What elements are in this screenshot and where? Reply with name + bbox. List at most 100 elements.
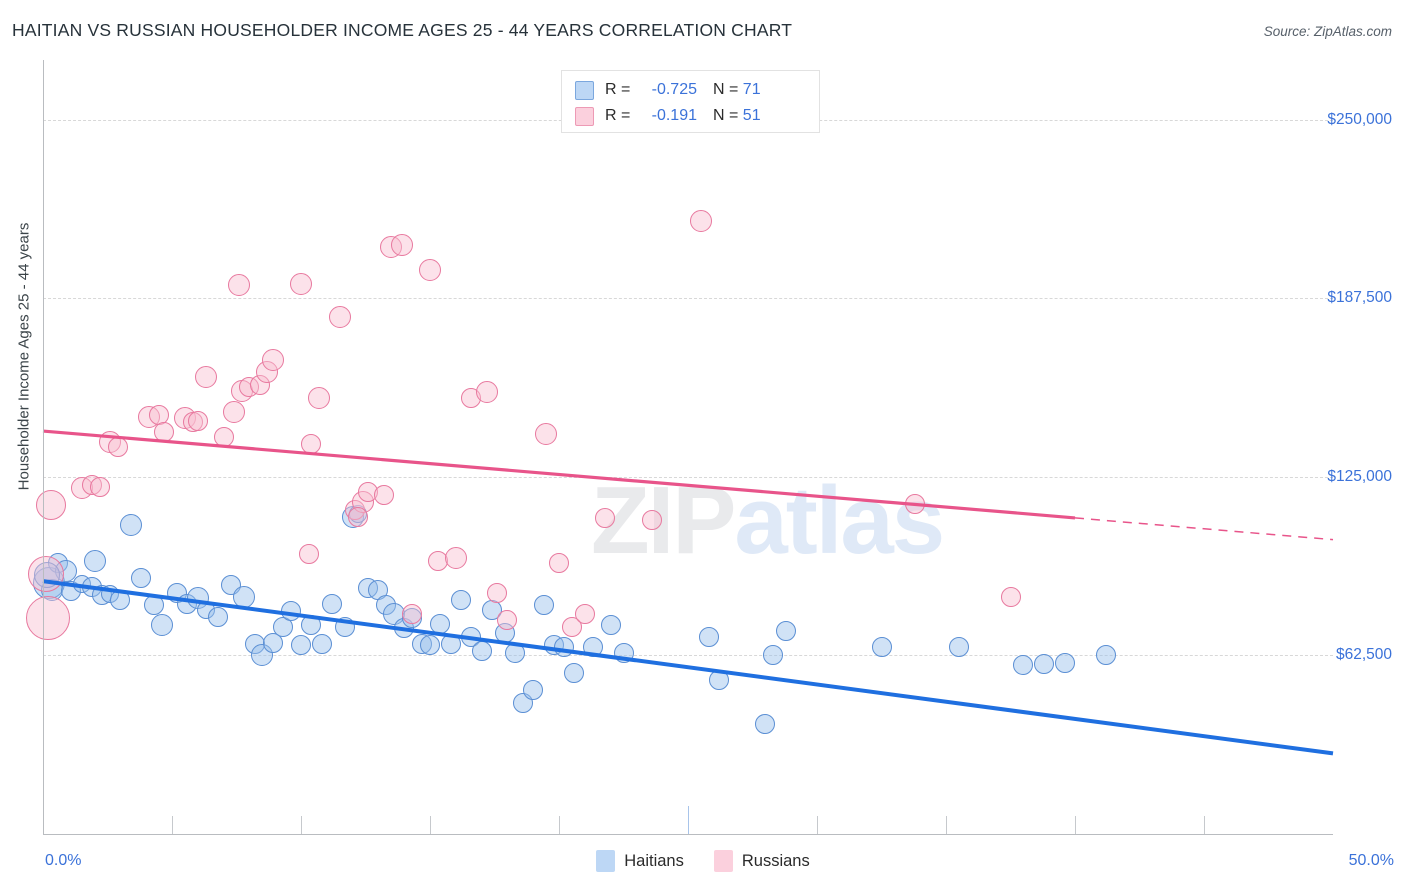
x-axis-tick [430,816,431,834]
series-legend: Haitians Russians [0,850,1406,872]
scatter-point-russians[interactable] [328,305,351,328]
scatter-point-russians[interactable] [595,508,616,529]
scatter-point-haitians[interactable] [321,593,342,614]
x-axis-tick [301,816,302,834]
scatter-point-russians[interactable] [308,387,331,410]
russians-r-value: -0.191 [651,107,697,124]
scatter-point-haitians[interactable] [83,550,106,573]
x-axis-tick [1075,816,1076,834]
scatter-point-russians[interactable] [373,485,394,506]
haitians-legend-label: Haitians [624,851,684,870]
haitians-n-label: N = [713,81,739,98]
scatter-point-russians[interactable] [27,555,64,592]
scatter-point-russians[interactable] [26,596,71,641]
russians-legend-swatch-icon [713,850,733,872]
scatter-point-haitians[interactable] [948,636,969,657]
scatter-point-russians[interactable] [444,547,467,570]
scatter-point-haitians[interactable] [755,713,776,734]
scatter-point-russians[interactable] [641,509,662,530]
haitians-n-value: 71 [742,81,761,98]
y-axis-tick-label: $125,000 [1327,467,1392,485]
scatter-point-russians[interactable] [475,381,498,404]
scatter-point-haitians[interactable] [1095,645,1116,666]
scatter-point-haitians[interactable] [208,606,229,627]
scatter-point-russians[interactable] [187,411,208,432]
x-axis-tick [817,816,818,834]
scatter-point-haitians[interactable] [698,626,719,647]
russians-legend-label: Russians [741,851,810,870]
scatter-point-russians[interactable] [1000,586,1021,607]
trend-line-russians-projection [1074,517,1334,541]
haitians-swatch-icon [575,80,594,100]
haitians-legend-swatch-icon [596,850,616,872]
scatter-point-russians[interactable] [89,476,110,497]
legend-item-haitians[interactable]: Haitians [596,850,684,872]
russians-swatch-icon [575,106,594,126]
scatter-point-haitians[interactable] [763,645,784,666]
source-attribution: Source: ZipAtlas.com [1263,24,1392,39]
scatter-point-haitians[interactable] [776,621,797,642]
scatter-point-haitians[interactable] [1013,655,1034,676]
russians-n-value: 51 [742,107,761,124]
scatter-point-russians[interactable] [290,272,312,295]
scatter-point-haitians[interactable] [450,589,471,610]
scatter-point-haitians[interactable] [119,514,142,537]
scatter-point-russians[interactable] [35,490,66,521]
scatter-point-russians[interactable] [298,543,319,564]
gridline [43,655,1333,657]
scatter-point-haitians[interactable] [564,662,585,683]
russians-r-label: R = [605,107,631,124]
scatter-point-russians[interactable] [689,209,712,232]
stat-row-russians: R = -0.191 N = 51 [575,103,809,129]
trend-lines [42,429,1334,756]
scatter-point-russians[interactable] [401,603,422,624]
scatter-point-haitians[interactable] [291,635,311,656]
correlation-stats-legend: R = -0.725 N = 71 R = -0.191 N = 51 [561,70,820,133]
x-axis-tick [559,816,560,834]
scatter-point-russians[interactable] [390,234,413,257]
scatter-point-haitians[interactable] [311,633,332,654]
scatter-point-haitians[interactable] [131,568,152,589]
scatter-point-russians[interactable] [222,401,245,424]
y-axis-line [43,60,44,835]
page-title: HAITIAN VS RUSSIAN HOUSEHOLDER INCOME AG… [12,20,793,40]
plot-area: ZIPatlas [26,60,1334,834]
scatter-point-russians[interactable] [347,506,368,527]
scatter-point-haitians[interactable] [262,632,283,653]
x-axis-min-label: 0.0% [45,852,82,869]
x-axis-max-label: 50.0% [1348,852,1394,869]
scatter-point-russians[interactable] [228,274,251,297]
scatter-point-russians[interactable] [561,616,582,637]
scatter-point-haitians[interactable] [150,614,173,637]
x-axis-tick [172,816,173,834]
haitians-r-label: R = [605,81,631,98]
y-axis-title: Householder Income Ages 25 - 44 years [15,222,33,491]
trend-line-russians [42,429,1076,520]
scatter-point-haitians[interactable] [1034,653,1055,674]
gridline [43,298,1333,300]
scatter-point-russians[interactable] [261,348,284,371]
stat-row-haitians: R = -0.725 N = 71 [575,77,809,103]
scatter-point-russians[interactable] [487,582,508,603]
scatter-point-russians[interactable] [549,552,569,573]
trend-line-haitians [42,579,1334,756]
scatter-point-haitians[interactable] [533,595,554,616]
y-axis-tick-label: $187,500 [1327,289,1392,307]
legend-item-russians[interactable]: Russians [713,850,810,872]
scatter-point-russians[interactable] [194,365,217,388]
scatter-point-haitians[interactable] [600,615,621,636]
scatter-point-russians[interactable] [419,258,441,281]
scatter-point-russians[interactable] [497,609,518,630]
gridline [43,476,1333,478]
scatter-point-haitians[interactable] [523,679,544,700]
y-axis-tick-label: $62,500 [1335,646,1392,664]
scatter-point-haitians[interactable] [871,636,892,657]
x-axis-line [43,834,1333,835]
scatter-point-russians[interactable] [574,603,595,624]
scatter-point-haitians[interactable] [420,635,440,656]
y-axis-tick-label: $250,000 [1327,110,1392,128]
scatter-point-haitians[interactable] [1054,652,1075,673]
scatter-point-russians[interactable] [535,422,558,445]
x-axis-tick [688,806,689,834]
